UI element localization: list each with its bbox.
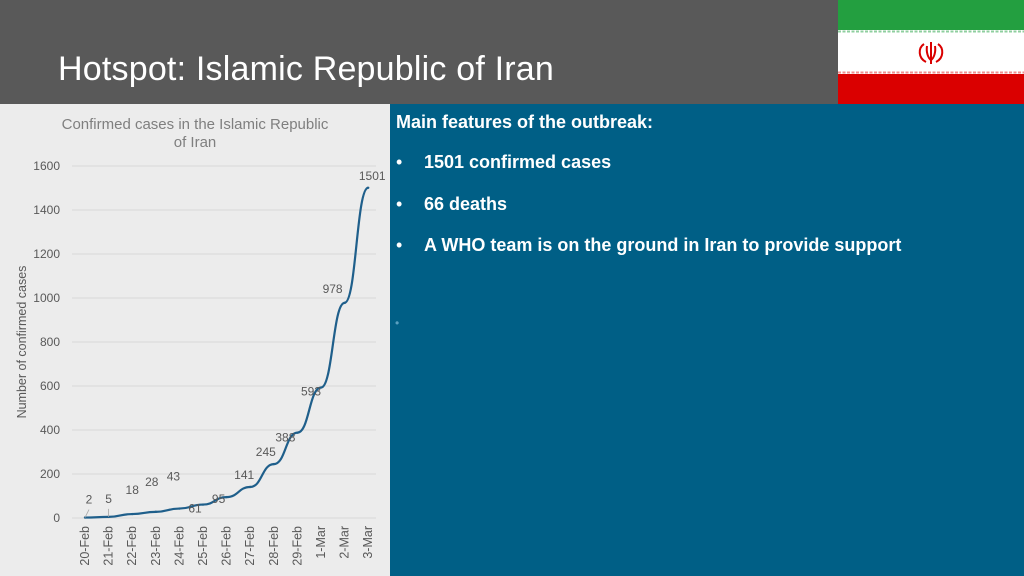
y-tick-label: 200 bbox=[40, 467, 60, 481]
data-label: 1501 bbox=[359, 169, 386, 183]
chart-panel: Confirmed cases in the Islamic Republic o… bbox=[0, 104, 390, 576]
data-label-leader bbox=[84, 509, 90, 518]
y-tick-label: 1400 bbox=[33, 203, 60, 217]
data-point bbox=[249, 485, 252, 489]
empty-bullet-dot: • bbox=[395, 316, 400, 330]
chart-title-line: Confirmed cases in the Islamic Republic bbox=[62, 116, 329, 133]
y-tick-label: 600 bbox=[40, 379, 60, 393]
flag-red-band bbox=[838, 74, 1024, 104]
x-tick-label: 20-Feb bbox=[78, 526, 92, 566]
data-label: 388 bbox=[275, 431, 295, 445]
page-title: Hotspot: Islamic Republic of Iran bbox=[58, 50, 555, 88]
x-tick-label: 25-Feb bbox=[196, 526, 210, 566]
x-tick-label: 24-Feb bbox=[172, 526, 186, 566]
x-tick-label: 21-Feb bbox=[102, 526, 116, 566]
y-tick-label: 1200 bbox=[33, 247, 60, 261]
data-point bbox=[367, 186, 370, 189]
x-tick-label: 1-Mar bbox=[314, 526, 328, 559]
y-tick-label: 1000 bbox=[33, 291, 60, 305]
data-point bbox=[272, 462, 275, 466]
data-label: 978 bbox=[323, 282, 343, 296]
data-point bbox=[154, 510, 157, 514]
info-heading: Main features of the outbreak: bbox=[396, 112, 654, 132]
cases-line-chart: Confirmed cases in the Islamic Republico… bbox=[15, 116, 386, 566]
data-label: 2 bbox=[86, 493, 93, 507]
bullet-dot: • bbox=[396, 152, 403, 172]
data-label: 593 bbox=[301, 385, 321, 399]
x-tick-label: 29-Feb bbox=[290, 526, 304, 566]
series-line bbox=[84, 186, 370, 519]
x-tick-label: 23-Feb bbox=[149, 526, 163, 566]
bullet-text: 66 deaths bbox=[424, 194, 508, 214]
flag-emblem bbox=[918, 42, 944, 64]
x-tick-label: 2-Mar bbox=[338, 526, 352, 559]
y-axis-label: Number of confirmed cases bbox=[15, 266, 29, 419]
info-panel: Main features of the outbreak: • 1501 co… bbox=[390, 104, 1024, 576]
x-tick-label: 22-Feb bbox=[125, 526, 139, 566]
data-label: 5 bbox=[105, 492, 112, 506]
data-label: 43 bbox=[167, 470, 181, 484]
y-tick-label: 800 bbox=[40, 335, 60, 349]
data-point bbox=[343, 301, 346, 305]
y-tick-label: 1600 bbox=[33, 159, 60, 173]
x-tick-label: 28-Feb bbox=[267, 526, 281, 566]
data-point bbox=[296, 431, 299, 434]
data-point bbox=[178, 507, 181, 510]
data-label: 61 bbox=[188, 502, 202, 516]
data-point bbox=[225, 495, 228, 499]
bullet-text: 1501 confirmed cases bbox=[424, 152, 612, 172]
chart-title-line: of Iran bbox=[174, 134, 217, 151]
data-point bbox=[201, 503, 205, 506]
data-label: 95 bbox=[212, 492, 226, 506]
data-point bbox=[319, 386, 323, 389]
data-label: 245 bbox=[256, 445, 276, 459]
data-label: 18 bbox=[126, 483, 140, 497]
bullet-dot: • bbox=[396, 235, 403, 255]
data-label: 141 bbox=[234, 468, 254, 482]
x-tick-label: 26-Feb bbox=[220, 526, 234, 566]
y-tick-label: 400 bbox=[40, 423, 60, 437]
x-tick-label: 27-Feb bbox=[243, 526, 257, 566]
flag-green-band bbox=[838, 0, 1024, 30]
x-tick-label: 3-Mar bbox=[361, 526, 375, 559]
title-bar: Hotspot: Islamic Republic of Iran bbox=[0, 0, 838, 104]
iran-flag-icon bbox=[838, 0, 1024, 104]
bullet-dot: • bbox=[396, 194, 403, 214]
data-label: 28 bbox=[145, 475, 159, 489]
bullet-text: A WHO team is on the ground in Iran to p… bbox=[424, 235, 902, 255]
data-point bbox=[131, 512, 134, 516]
y-tick-label: 0 bbox=[53, 511, 60, 525]
